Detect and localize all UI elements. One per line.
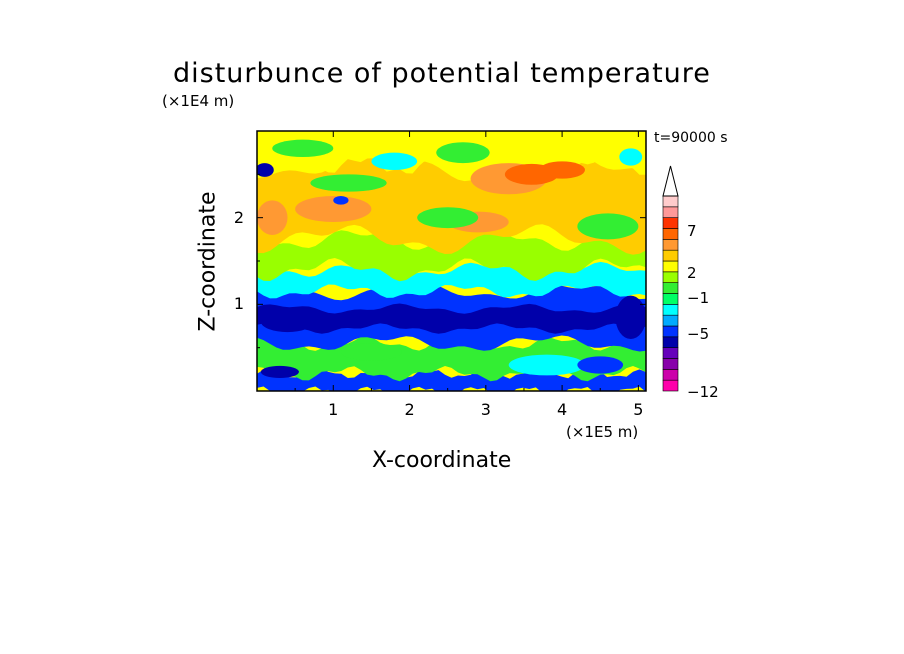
colorbar-swatch — [662, 325, 679, 338]
colorbar-swatch — [662, 379, 679, 392]
colorbar-swatch — [662, 347, 679, 359]
contour-layer-core — [257, 303, 646, 334]
colorbar-extend-arrow — [662, 165, 679, 197]
contour-blob — [619, 148, 643, 166]
colorbar-tick-label: −5 — [687, 325, 710, 343]
colorbar-swatch — [662, 358, 679, 370]
colorbar-tick-label: 7 — [687, 222, 697, 240]
x-axis-ticks — [294, 131, 639, 391]
colorbar-swatch — [662, 282, 679, 294]
x-axis-multiplier: (×1E5 m) — [566, 423, 639, 441]
contour-blob — [260, 365, 299, 378]
contour-blob — [539, 161, 585, 179]
contour-blob — [615, 295, 646, 339]
y-axis-multiplier: (×1E4 m) — [162, 92, 235, 110]
contour-blob — [272, 139, 334, 157]
y-axis-label: Z-coordinate — [195, 191, 221, 332]
colorbar-tick-label: 2 — [687, 264, 697, 282]
colorbar-swatch — [662, 228, 679, 240]
contour-blob — [257, 200, 288, 236]
x-tick-label: 3 — [480, 400, 491, 419]
y-tick-label: 1 — [233, 294, 244, 314]
contour-layer — [257, 227, 646, 282]
x-tick-label: 5 — [633, 400, 644, 419]
colorbar-swatch — [662, 304, 679, 316]
contour-blob — [340, 343, 402, 361]
colorbar-swatch — [662, 369, 679, 381]
contour-blob — [436, 142, 490, 164]
x-tick-label: 2 — [404, 400, 415, 419]
contour-blob — [310, 174, 387, 192]
contour-blob — [333, 196, 349, 205]
colorbar-tick-label: −1 — [687, 289, 710, 307]
contour-blob — [260, 311, 315, 333]
contour-blob — [295, 196, 372, 222]
colorbar-swatch — [662, 217, 679, 229]
x-tick-label: 4 — [557, 400, 568, 419]
contour-layer — [257, 368, 646, 391]
colorbar-tick-label: −12 — [687, 383, 719, 401]
y-axis-ticks — [257, 173, 646, 349]
colorbar-swatch — [662, 206, 679, 218]
y-tick-label: 2 — [233, 207, 244, 227]
colorbar-swatch — [662, 336, 679, 348]
colorbar-swatch — [662, 293, 679, 305]
x-axis-label: X-coordinate — [372, 448, 512, 473]
contour-layer — [257, 261, 646, 299]
colorbar-swatch — [662, 260, 679, 273]
colorbar-swatch — [662, 195, 679, 208]
colorbar-swatch — [662, 249, 679, 262]
colorbar-swatch — [662, 314, 679, 327]
colorbar — [662, 165, 679, 392]
contour-blob — [371, 152, 418, 170]
contour-blob — [508, 354, 585, 376]
colorbar-swatch — [662, 239, 679, 251]
contour-blob — [577, 213, 639, 240]
contour-blob — [577, 356, 624, 374]
contour-blob — [257, 163, 274, 177]
contour-field — [257, 131, 646, 391]
colorbar-swatch — [662, 271, 679, 283]
x-tick-label: 1 — [328, 400, 339, 419]
time-label: t=90000 s — [654, 130, 728, 146]
chart-title: disturbunce of potential temperature — [173, 58, 711, 89]
contour-blob — [417, 207, 479, 229]
